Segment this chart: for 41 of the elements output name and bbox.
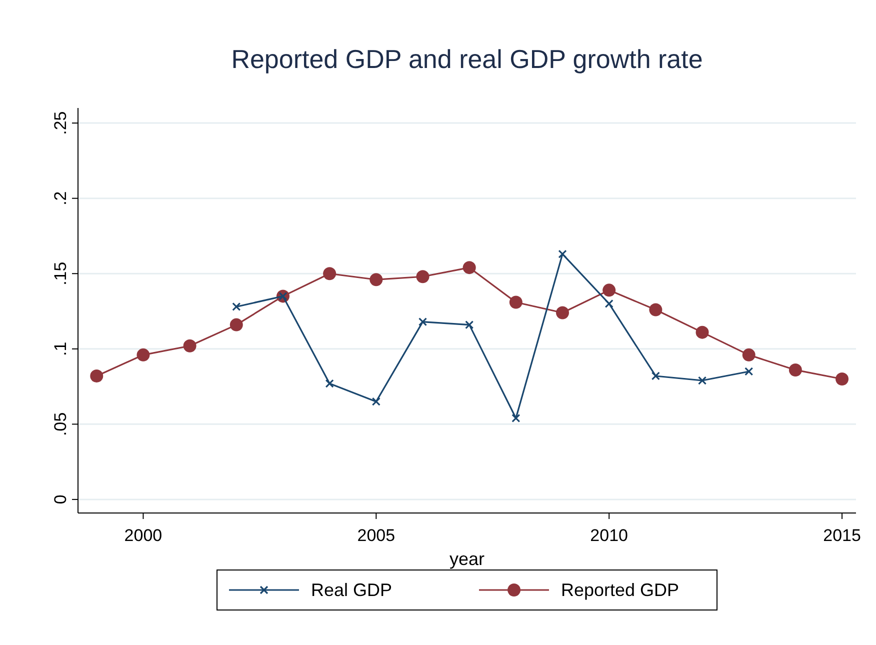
point (323, 267, 336, 280)
point (325, 379, 334, 388)
point (788, 363, 802, 376)
x-tick-label: 2000 (124, 526, 162, 545)
point (465, 320, 474, 330)
point (836, 372, 849, 386)
point (742, 348, 756, 362)
y-tick-label: .2 (51, 191, 70, 206)
point (512, 414, 520, 422)
point (698, 376, 707, 385)
y-tick-label: 0 (51, 494, 70, 504)
point (90, 369, 104, 382)
point (651, 372, 660, 380)
point (509, 296, 522, 309)
point (462, 261, 476, 274)
point (744, 367, 754, 376)
point (649, 303, 662, 316)
y-tick-label: .05 (51, 412, 70, 436)
x-tick-label: 2010 (590, 526, 628, 545)
point (183, 339, 196, 352)
legend-label: Reported GDP (561, 580, 680, 600)
x-tick-label: 2005 (357, 526, 396, 545)
point (372, 397, 380, 406)
point (136, 348, 150, 362)
point (556, 306, 570, 320)
point (604, 299, 614, 308)
point (418, 317, 428, 326)
x-axis-title: year (449, 549, 485, 569)
point (558, 250, 567, 258)
point (602, 284, 616, 297)
y-tick-label: .15 (51, 262, 70, 286)
point (230, 318, 243, 332)
point (416, 270, 430, 284)
point (232, 302, 241, 312)
chart-title: Reported GDP and real GDP growth rate (231, 44, 703, 74)
point (370, 273, 383, 286)
y-tick-label: .1 (51, 342, 70, 356)
legend-label: Real GDP (311, 580, 392, 600)
y-tick-label: .25 (51, 111, 70, 135)
point (696, 326, 709, 339)
x-tick-label: 2015 (823, 526, 861, 545)
